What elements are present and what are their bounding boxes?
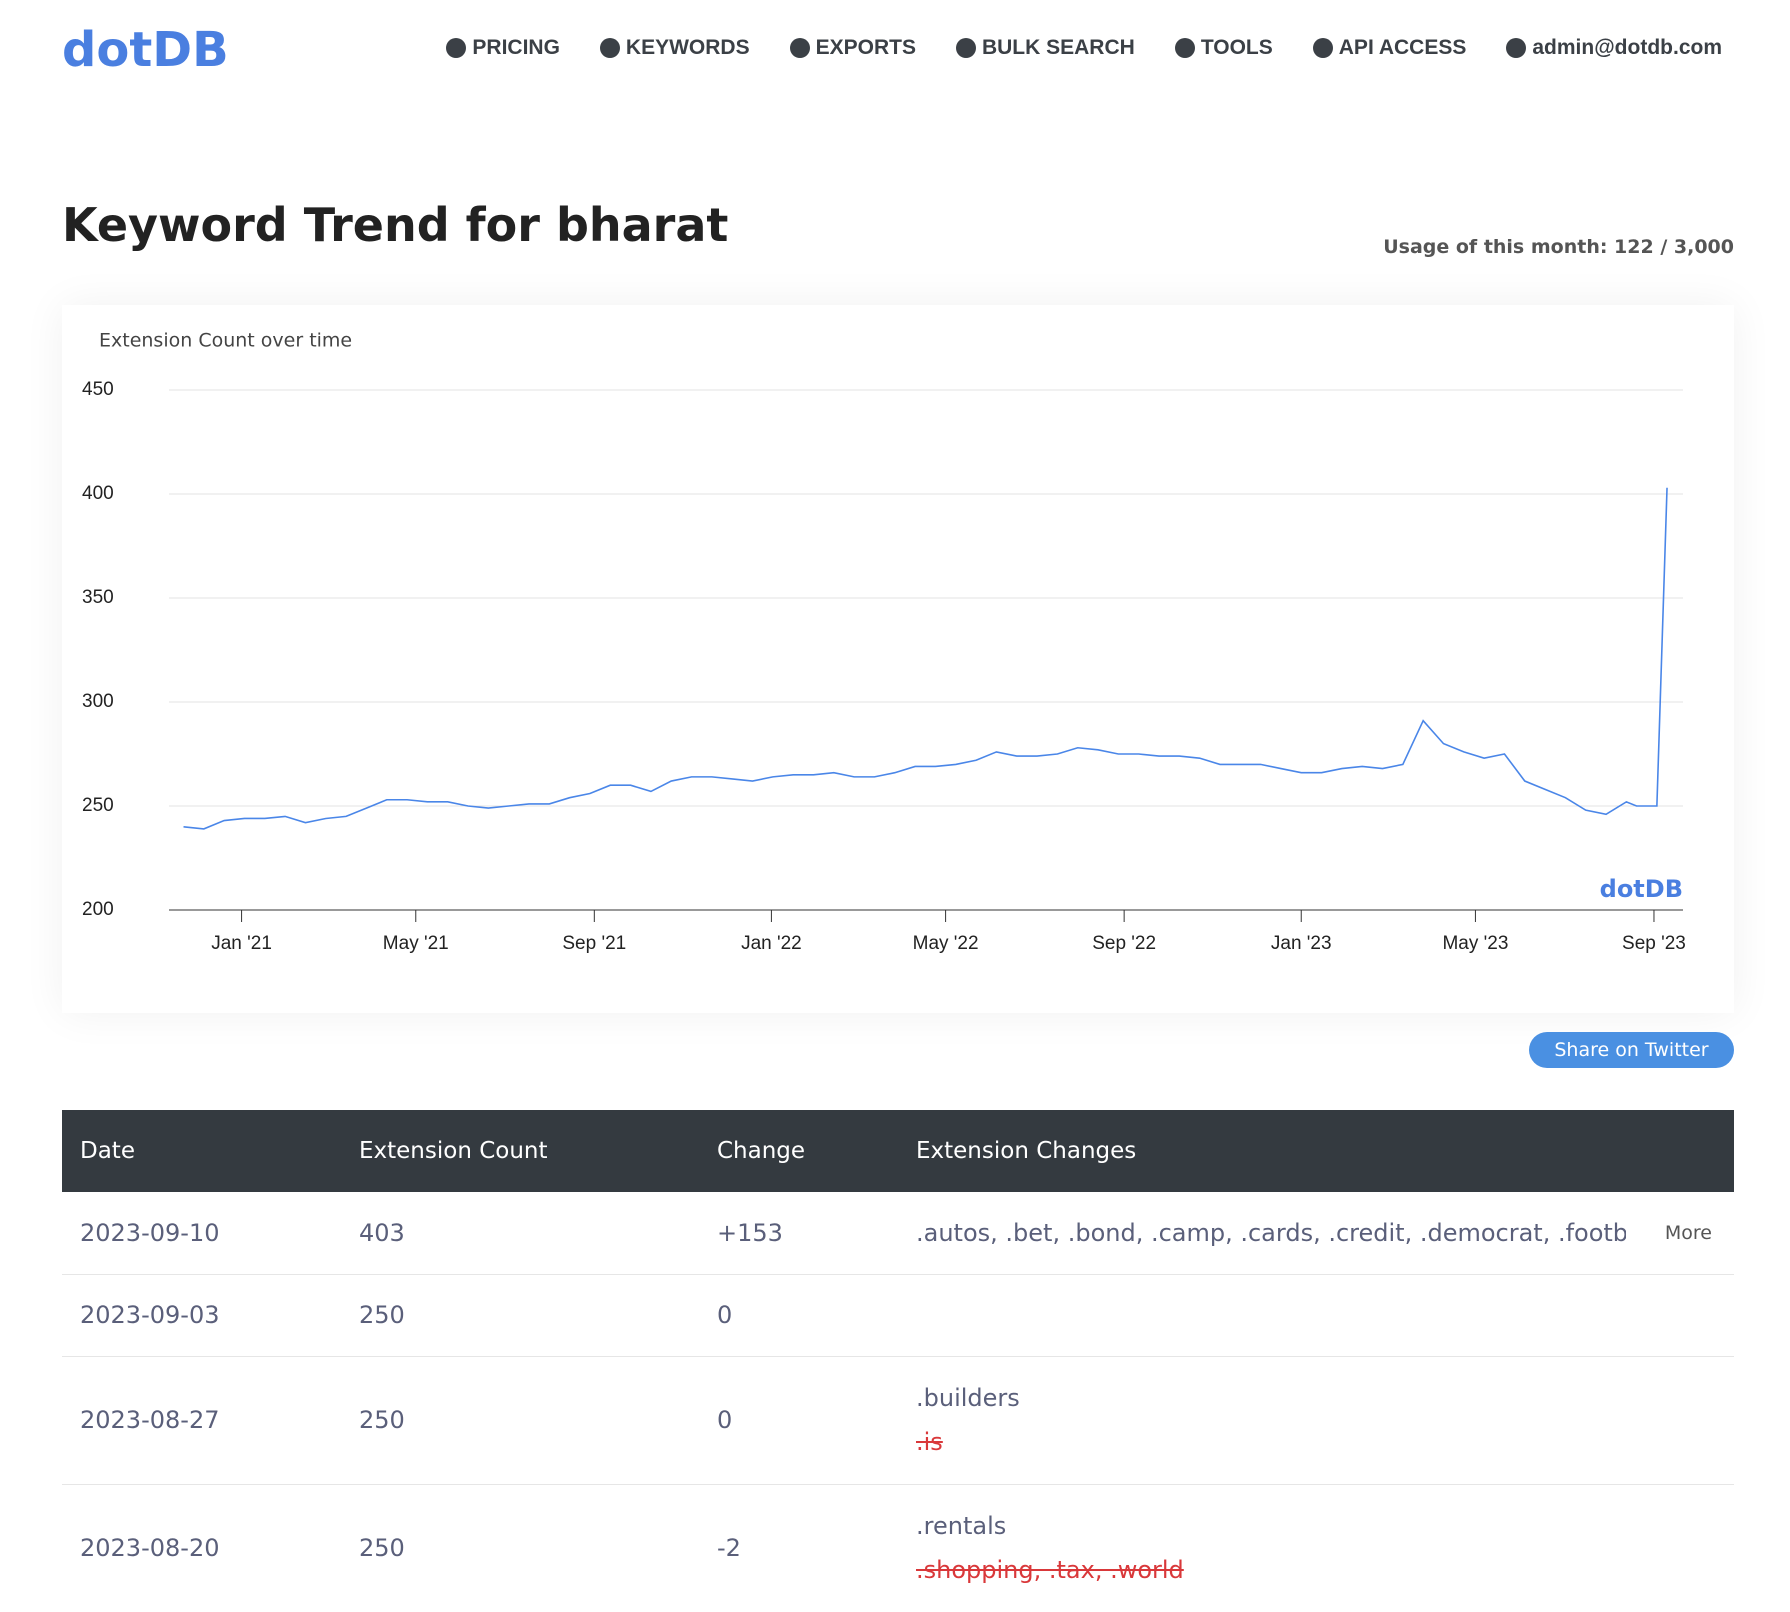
changes-cell: .builders .is bbox=[898, 1356, 1734, 1485]
nav-icon bbox=[446, 38, 467, 58]
line bbox=[183, 487, 1668, 830]
nav-label[interactable]: EXPORTS bbox=[815, 36, 916, 59]
y-tick-label: 400 bbox=[82, 483, 114, 504]
date-cell: 2023-09-03 bbox=[62, 1274, 341, 1357]
removed-extensions: .is bbox=[916, 1428, 943, 1456]
nav-label[interactable]: API ACCESS bbox=[1338, 36, 1467, 59]
change-cell: -2 bbox=[699, 1484, 898, 1612]
chart: Extension Count over time dotDB 200 250 30… bbox=[82, 330, 1686, 955]
nav-label[interactable]: admin@dotdb.com bbox=[1532, 36, 1722, 59]
x-tick-label: Jan '22 bbox=[741, 933, 802, 954]
column-header: Change bbox=[699, 1110, 898, 1192]
nav-item[interactable]: API ACCESS bbox=[1312, 36, 1467, 60]
column-header: Extension Count bbox=[341, 1110, 699, 1192]
nav-label[interactable]: TOOLS bbox=[1200, 36, 1273, 59]
table-body: 2023-09-10 403 +153 .autos, .bet, .bond, .c… bbox=[62, 1192, 1734, 1612]
table-row: 2023-09-03 250 0 bbox=[62, 1274, 1734, 1357]
nav-item[interactable]: PRICING bbox=[446, 36, 560, 60]
nav-icon bbox=[1506, 38, 1527, 58]
y-tick-label: 200 bbox=[82, 899, 114, 920]
nav: PRICING KEYWORDS EXPORTS BULK SEARCH TOOLS AP… bbox=[446, 36, 1722, 60]
share-button[interactable]: Share on Twitter bbox=[1529, 1032, 1734, 1068]
nav-item[interactable]: KEYWORDS bbox=[599, 36, 750, 60]
x-tick-label: Jan '21 bbox=[211, 933, 272, 954]
date-cell: 2023-08-27 bbox=[62, 1356, 341, 1485]
x-tick-label: May '22 bbox=[913, 933, 979, 954]
nav-item[interactable]: BULK SEARCH bbox=[955, 36, 1135, 60]
table-row: 2023-08-20 250 -2 .rentals .shopping, .tax, … bbox=[62, 1484, 1734, 1612]
table-row: 2023-08-27 250 0 .builders .is bbox=[62, 1356, 1734, 1485]
watermark: dotDB bbox=[1600, 875, 1683, 903]
changes-list: .rentals .shopping, .tax, .world bbox=[916, 1512, 1184, 1584]
date-cell: 2023-08-20 bbox=[62, 1484, 341, 1612]
change-cell: +153 bbox=[699, 1192, 898, 1275]
column-header: Date bbox=[62, 1110, 341, 1192]
x-tick-label: May '21 bbox=[383, 933, 449, 954]
nav-icon bbox=[789, 38, 810, 58]
header-row: Date Extension Count Change Extension Chang… bbox=[62, 1110, 1734, 1192]
count-cell: 403 bbox=[341, 1192, 699, 1275]
count-cell: 250 bbox=[341, 1484, 699, 1612]
nav-label[interactable]: BULK SEARCH bbox=[981, 36, 1135, 59]
nav-icon bbox=[955, 38, 976, 58]
page-title: Keyword Trend for bharat bbox=[62, 198, 729, 252]
changes-cell bbox=[898, 1274, 1734, 1357]
y-tick-label: 450 bbox=[82, 379, 114, 400]
x-tick-label: Jan '23 bbox=[1271, 933, 1332, 954]
column-header: Extension Changes bbox=[898, 1110, 1734, 1192]
x-tick-label: Sep '21 bbox=[562, 933, 626, 954]
more-link[interactable]: More bbox=[1664, 1221, 1712, 1244]
chart-title: Extension Count over time bbox=[99, 330, 352, 352]
nav-icon bbox=[1312, 38, 1333, 58]
changes: .rentals .shopping, .tax, .world bbox=[916, 1512, 1734, 1584]
changes-list: .autos, .bet, .bond, .camp, .cards, .cre… bbox=[916, 1219, 1626, 1247]
count-cell: 250 bbox=[341, 1274, 699, 1357]
change-cell: 0 bbox=[699, 1356, 898, 1485]
x-tick-label: Sep '23 bbox=[1622, 933, 1686, 954]
y-tick-label: 250 bbox=[82, 795, 114, 816]
nav-icon bbox=[599, 38, 620, 58]
nav-item[interactable]: admin@dotdb.com bbox=[1506, 36, 1722, 60]
nav-item[interactable]: TOOLS bbox=[1174, 36, 1273, 60]
y-tick-label: 350 bbox=[82, 587, 114, 608]
added-extensions: .builders bbox=[916, 1384, 1020, 1412]
changes-cell: .rentals .shopping, .tax, .world bbox=[898, 1484, 1734, 1612]
nav-label[interactable]: PRICING bbox=[472, 36, 560, 59]
nav-icon bbox=[1174, 38, 1195, 58]
changes-cell: .autos, .bet, .bond, .camp, .cards, .cre… bbox=[898, 1192, 1734, 1275]
chart-card: Extension Count over time dotDB 200 250 30… bbox=[62, 305, 1734, 1013]
y-tick-label: 300 bbox=[82, 691, 114, 712]
changes: .autos, .bet, .bond, .camp, .cards, .cre… bbox=[916, 1219, 1734, 1247]
removed-extensions: .shopping, .tax, .world bbox=[916, 1556, 1184, 1584]
nav-label[interactable]: KEYWORDS bbox=[625, 36, 750, 59]
added-extensions: .autos, .bet, .bond, .camp, .cards, .cre… bbox=[916, 1218, 1626, 1247]
changes: .builders .is bbox=[916, 1384, 1734, 1456]
count-cell: 250 bbox=[341, 1356, 699, 1485]
change-cell: 0 bbox=[699, 1274, 898, 1357]
table-row: 2023-09-10 403 +153 .autos, .bet, .bond, .c… bbox=[62, 1192, 1734, 1275]
table: Date Extension Count Change Extension Chang… bbox=[62, 1110, 1734, 1612]
share-label[interactable]: Share on Twitter bbox=[1554, 1039, 1709, 1061]
added-extensions: .rentals bbox=[916, 1512, 1007, 1540]
x-tick-label: May '23 bbox=[1442, 933, 1508, 954]
logo[interactable]: dotDB bbox=[62, 22, 229, 78]
nav-item[interactable]: EXPORTS bbox=[789, 36, 916, 60]
date-cell: 2023-09-10 bbox=[62, 1192, 341, 1275]
x-tick-label: Sep '22 bbox=[1092, 933, 1156, 954]
usage: Usage of this month: 122 / 3,000 bbox=[1383, 236, 1734, 258]
changes-list: .builders .is bbox=[916, 1384, 1020, 1456]
